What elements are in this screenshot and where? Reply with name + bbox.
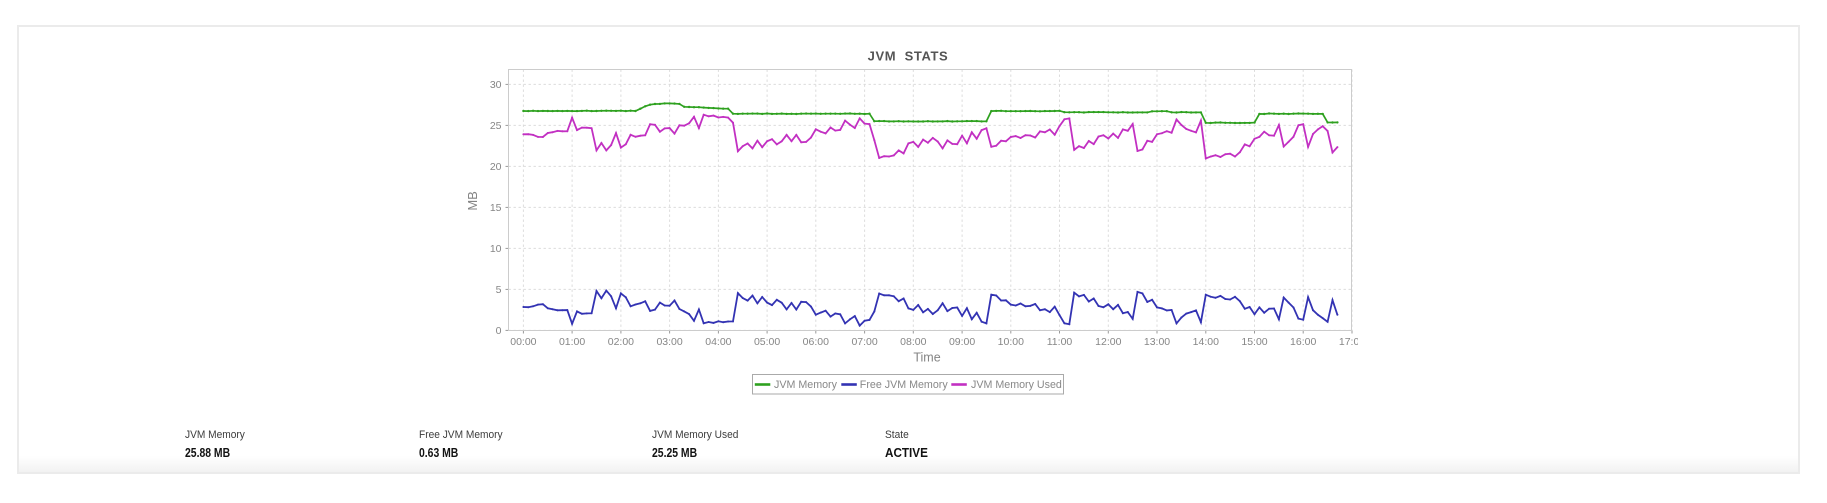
svg-text:03:00: 03:00 <box>656 336 682 348</box>
svg-text:15: 15 <box>490 202 502 214</box>
svg-text:11:00: 11:00 <box>1047 336 1073 348</box>
svg-text:10:00: 10:00 <box>998 336 1024 348</box>
svg-text:5: 5 <box>496 284 502 296</box>
svg-text:16:00: 16:00 <box>1290 336 1316 348</box>
svg-text:Free JVM Memory: Free JVM Memory <box>860 379 949 391</box>
svg-text:01:00: 01:00 <box>559 336 585 348</box>
svg-text:06:00: 06:00 <box>803 336 829 348</box>
svg-text:Time: Time <box>913 351 940 365</box>
svg-text:14:00: 14:00 <box>1193 336 1219 348</box>
svg-text:10: 10 <box>490 243 502 255</box>
svg-text:12:00: 12:00 <box>1095 336 1121 348</box>
svg-text:MB: MB <box>465 191 480 211</box>
svg-text:JVM Memory Used: JVM Memory Used <box>971 379 1062 391</box>
svg-text:04:00: 04:00 <box>705 336 731 348</box>
svg-text:17:00: 17:00 <box>1339 336 1365 348</box>
svg-text:JVM STATS: JVM STATS <box>868 49 949 64</box>
svg-text:08:00: 08:00 <box>900 336 926 348</box>
svg-text:00:00: 00:00 <box>510 336 536 348</box>
svg-text:25: 25 <box>490 120 502 132</box>
svg-text:20: 20 <box>490 161 502 173</box>
svg-text:15:00: 15:00 <box>1241 336 1267 348</box>
svg-text:07:00: 07:00 <box>851 336 877 348</box>
svg-text:09:00: 09:00 <box>949 336 975 348</box>
svg-text:30: 30 <box>490 79 502 91</box>
svg-text:02:00: 02:00 <box>608 336 634 348</box>
svg-text:JVM Memory: JVM Memory <box>774 379 838 391</box>
svg-text:0: 0 <box>496 325 502 337</box>
svg-text:13:00: 13:00 <box>1144 336 1170 348</box>
svg-text:05:00: 05:00 <box>754 336 780 348</box>
